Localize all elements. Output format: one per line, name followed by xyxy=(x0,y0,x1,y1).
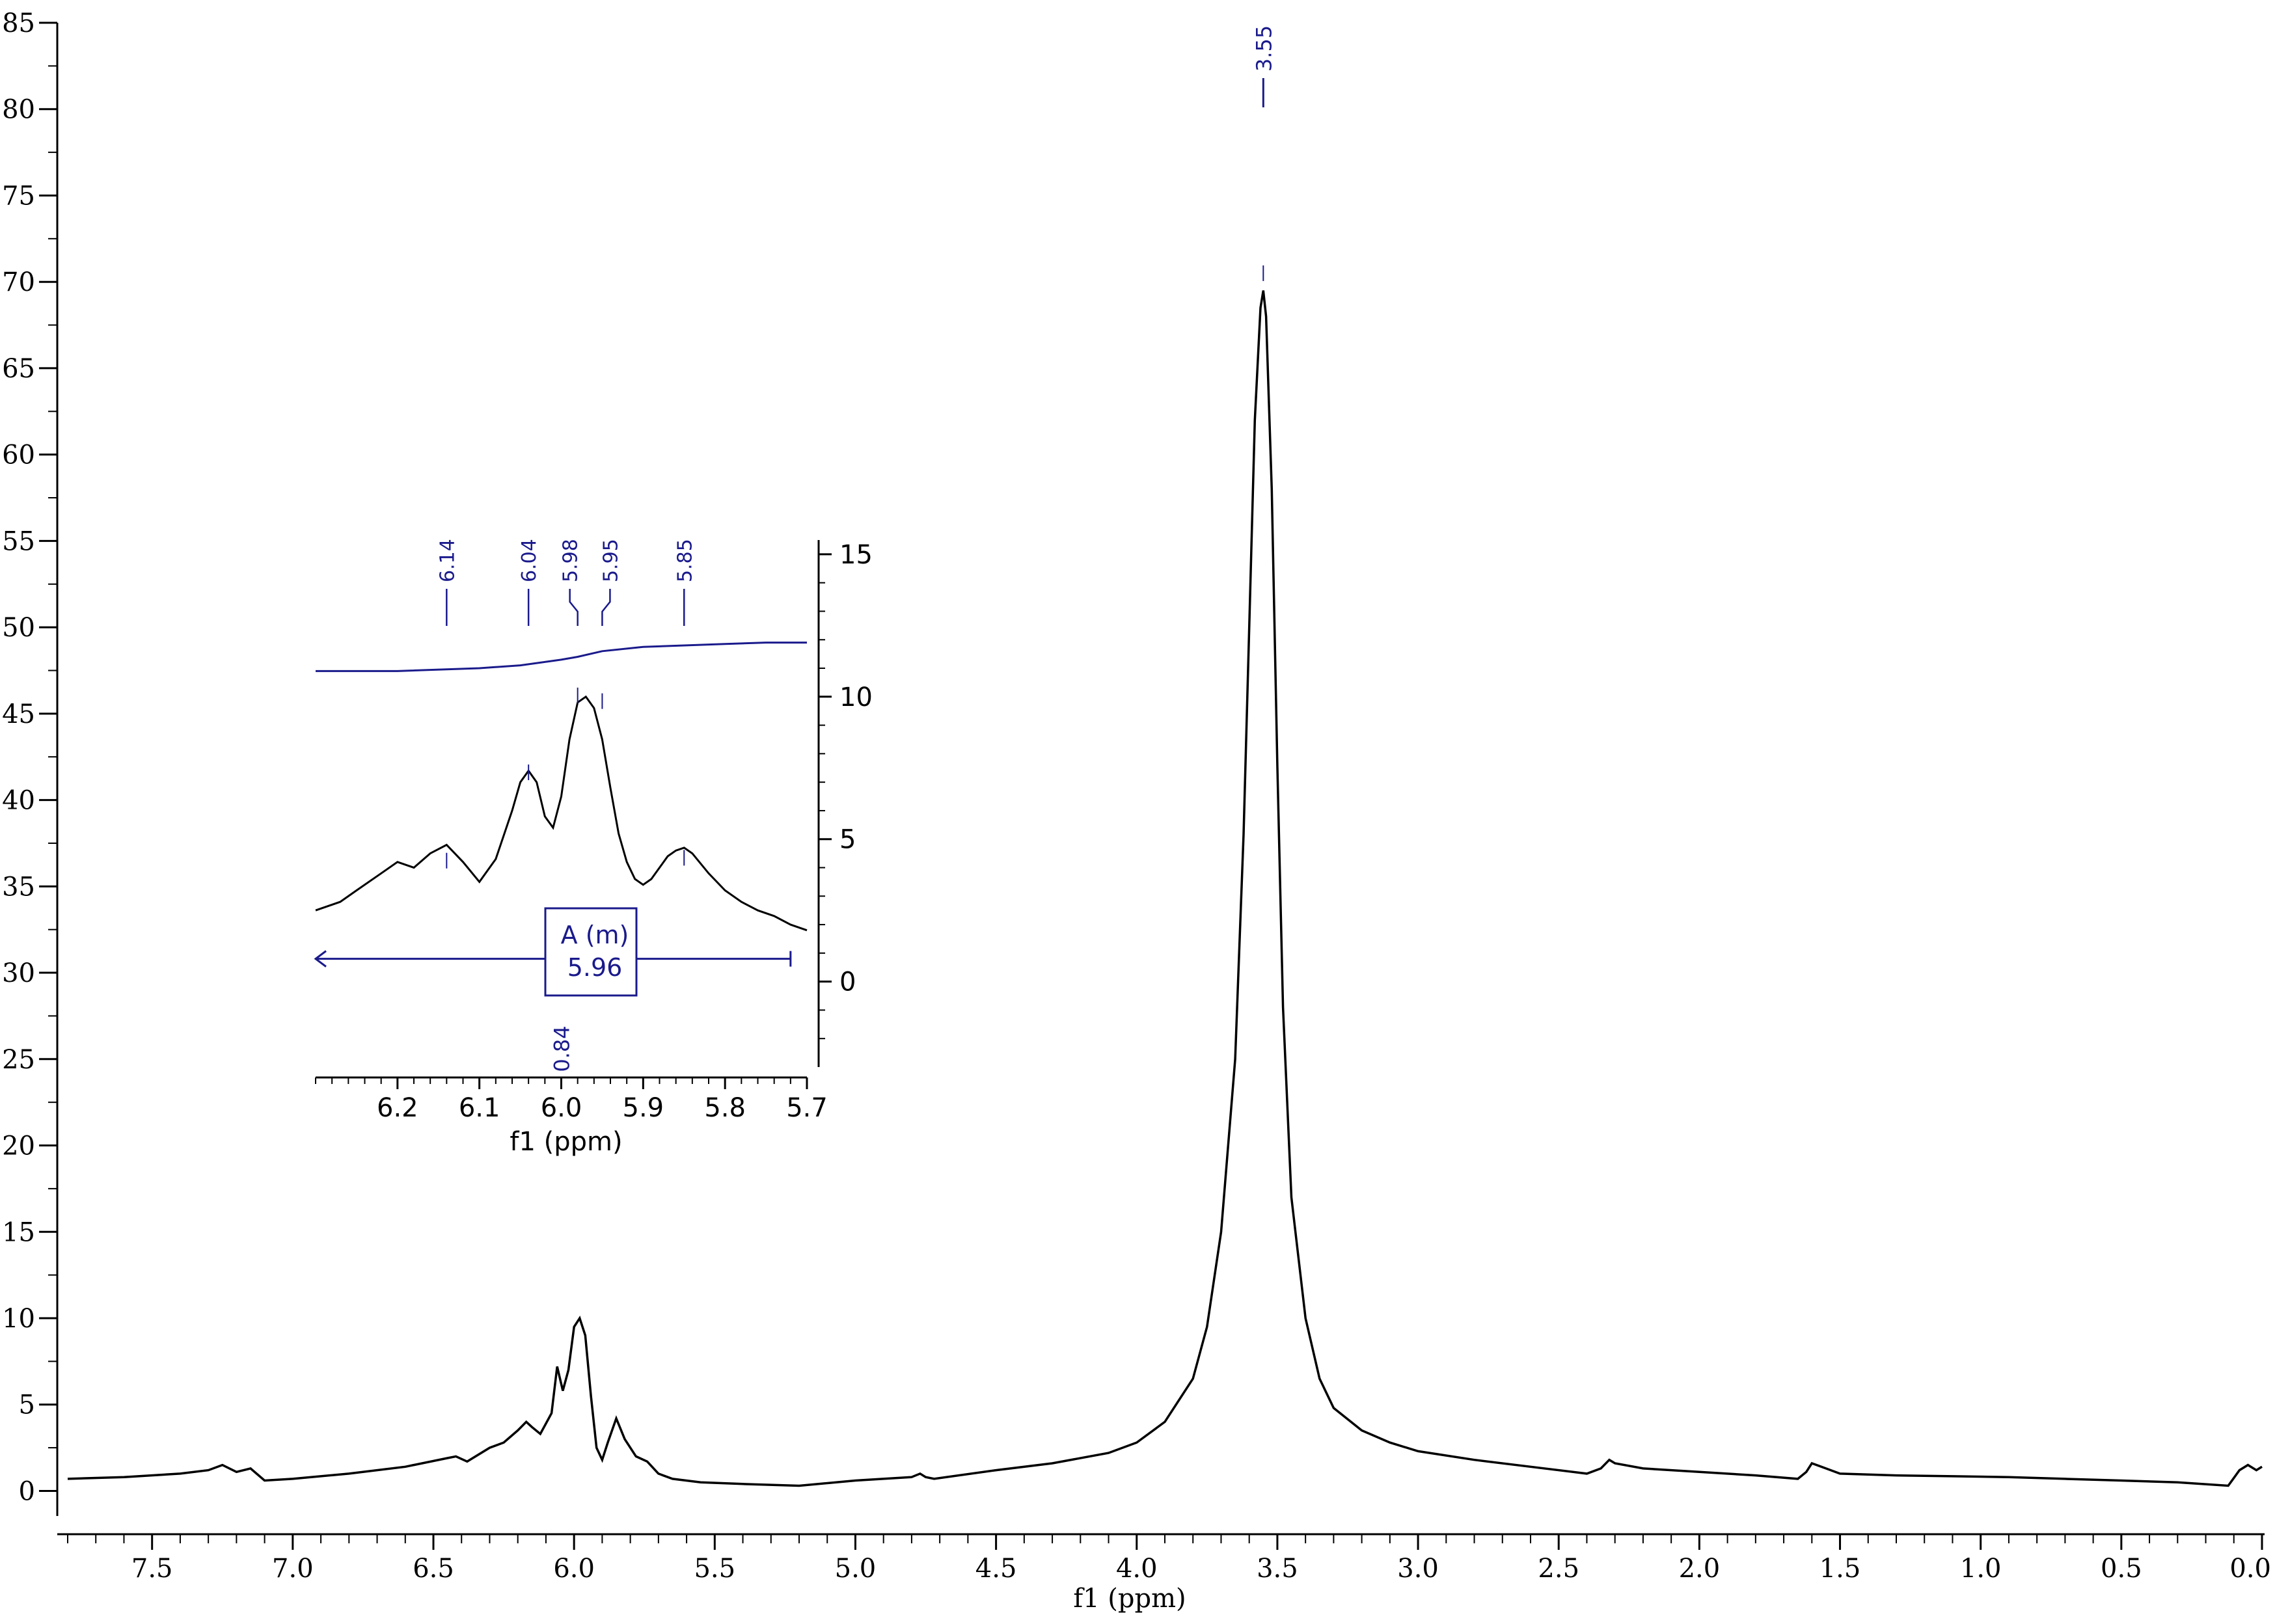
main-y-tick-label: 20 xyxy=(2,1131,35,1161)
inset-y-ticks: 0 5 10 15 xyxy=(819,540,873,1040)
main-x-tick-label: 7.0 xyxy=(272,1554,314,1584)
main-x-tick-label: 3.5 xyxy=(1257,1554,1298,1584)
inset-peak-label: 5.95 xyxy=(599,539,622,582)
inset-y-tick-label: 5 xyxy=(839,825,856,855)
main-x-axis-label: f1 (ppm) xyxy=(1073,1584,1186,1614)
main-y-tick-label: 25 xyxy=(2,1045,35,1075)
multiplet-shift: 5.96 xyxy=(567,953,623,982)
main-x-tick-label: 2.0 xyxy=(1679,1554,1721,1584)
inset-x-tick-label: 5.9 xyxy=(623,1093,664,1123)
main-y-tick-label: 50 xyxy=(2,613,35,643)
main-y-tick-label: 0 xyxy=(19,1476,35,1506)
main-y-tick-label: 45 xyxy=(2,699,35,729)
inset-peak-label: 6.04 xyxy=(518,539,541,582)
main-y-tick-label: 55 xyxy=(2,526,35,556)
inset-y-tick-label: 10 xyxy=(839,683,873,712)
inset-peak-leader xyxy=(569,589,579,626)
main-spectrum-line xyxy=(67,290,2263,1487)
main-peak-label: 3.55 xyxy=(1251,25,1276,72)
inset-x-tick-label: 6.1 xyxy=(459,1093,500,1123)
inset-spectrum-line xyxy=(315,695,808,932)
inset-y-tick-label: 15 xyxy=(839,540,873,570)
main-x-tick-label: 0.5 xyxy=(2101,1554,2142,1584)
inset-peak-label: 5.98 xyxy=(560,539,582,582)
main-x-tick-label: 3.0 xyxy=(1397,1554,1439,1584)
main-x-tick-label: 2.5 xyxy=(1538,1554,1579,1584)
inset-peak-labels: 6.14 6.04 5.98 5.95 5.85 xyxy=(436,539,696,869)
main-x-tick-label: 1.0 xyxy=(1960,1554,2002,1584)
main-x-tick-label: 0.0 xyxy=(2229,1554,2271,1584)
multiplet-label: A (m) xyxy=(561,921,629,949)
main-y-tick-label: 35 xyxy=(2,872,35,902)
main-x-tick-label: 7.5 xyxy=(131,1554,173,1584)
inset-chart: 6.2 6.1 6.0 5.9 5.8 5.7 0 5 10 15 6.14 6.04 5.98 5.… xyxy=(314,539,873,1157)
main-y-tick-label: 40 xyxy=(2,786,35,816)
multiplet-label-box: A (m) 5.96 xyxy=(544,907,638,997)
integral-value: 0.84 xyxy=(550,1025,575,1072)
inset-x-tick-label: 6.2 xyxy=(377,1093,418,1123)
main-y-tick-label: 15 xyxy=(2,1217,35,1247)
main-x-tick-label: 4.5 xyxy=(975,1554,1017,1584)
main-y-tick-label: 65 xyxy=(2,354,35,384)
inset-peak-label: 5.85 xyxy=(674,539,696,582)
main-x-ticks: 7.5 7.0 6.5 6.0 5.5 5.0 4.5 4.0 3.5 3.0 2.5 2.0 1.5 1… xyxy=(67,1534,2271,1584)
main-x-tick-label: 6.0 xyxy=(553,1554,595,1584)
inset-peak-label: 6.14 xyxy=(436,539,459,582)
inset-x-ticks: 6.2 6.1 6.0 5.9 5.8 5.7 xyxy=(315,1077,828,1123)
main-y-ticks: 0 5 10 15 20 25 30 35 40 45 50 55 60 65 70 75 80 85 xyxy=(2,8,57,1506)
inset-x-axis-label: f1 (ppm) xyxy=(510,1127,622,1157)
inset-x-tick-label: 5.7 xyxy=(786,1093,828,1123)
inset-x-tick-label: 5.8 xyxy=(704,1093,746,1123)
main-x-tick-label: 5.5 xyxy=(694,1554,735,1584)
main-y-tick-label: 10 xyxy=(2,1304,35,1334)
main-peak-labels: 3.55 xyxy=(1251,25,1276,281)
main-x-tick-label: 1.5 xyxy=(1819,1554,1861,1584)
main-y-tick-label: 30 xyxy=(2,958,35,988)
inset-integral-curve xyxy=(316,642,807,672)
main-x-tick-label: 4.0 xyxy=(1116,1554,1158,1584)
inset-y-tick-label: 0 xyxy=(839,968,856,997)
main-x-tick-label: 5.0 xyxy=(835,1554,877,1584)
main-x-tick-label: 6.5 xyxy=(413,1554,454,1584)
main-y-tick-label: 70 xyxy=(2,267,35,297)
main-y-tick-label: 75 xyxy=(2,181,35,211)
inset-peak-leader xyxy=(601,589,611,626)
main-y-tick-label: 60 xyxy=(2,440,35,470)
inset-x-tick-label: 6.0 xyxy=(541,1093,582,1123)
main-y-tick-label: 85 xyxy=(2,8,35,38)
multiplet-box-frame xyxy=(544,907,638,997)
main-y-tick-label: 80 xyxy=(2,95,35,125)
integration-range-arrow xyxy=(314,950,327,968)
main-y-tick-label: 5 xyxy=(19,1390,35,1420)
